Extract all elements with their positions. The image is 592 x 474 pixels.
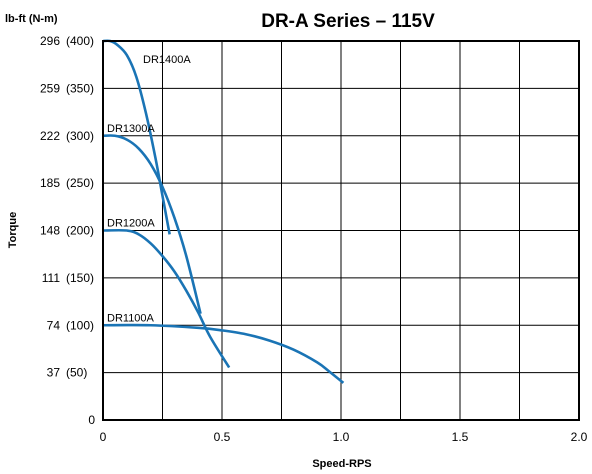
y-tick-label: 185	[40, 176, 60, 190]
y-tick-label-nm: (200)	[66, 224, 94, 238]
series-label-dr1300a: DR1300A	[107, 123, 155, 135]
y-tick-label: 111	[42, 271, 61, 285]
y-tick-label: 74	[47, 318, 61, 332]
y-tick-label: 259	[40, 81, 60, 95]
x-tick-label: 0.5	[214, 430, 231, 444]
y-tick-label: 222	[40, 129, 60, 143]
x-axis-title: Speed-RPS	[312, 458, 371, 470]
series-line-dr1300a	[102, 134, 202, 315]
y-tick-label-nm: (350)	[66, 81, 94, 95]
y-tick-label-nm: (50)	[66, 366, 87, 380]
series-label-dr1200a: DR1200A	[107, 218, 155, 230]
y-tick-label-nm: (100)	[66, 318, 94, 332]
y-tick-label-nm: (300)	[66, 129, 94, 143]
y-unit-label: lb-ft (N-m)	[5, 13, 58, 25]
y-tick-label-nm: (400)	[66, 34, 94, 48]
tick-labels: 0 37 (50) 74 (100) 111 (150) 148 (200) 185 (250) 22…	[40, 34, 588, 444]
y-tick-label: 296	[40, 34, 60, 48]
y-tick-label-nm: (250)	[66, 176, 94, 190]
series-line-dr1100a	[102, 323, 345, 384]
series-curves	[102, 39, 345, 384]
x-tick-label: 1.5	[452, 430, 469, 444]
y-tick-label: 37	[47, 366, 61, 380]
y-tick-label-nm: (150)	[66, 271, 94, 285]
x-tick-label: 0	[100, 430, 107, 444]
plot-frame	[102, 40, 580, 421]
x-tick-label: 1.0	[333, 430, 350, 444]
y-axis-title: Torque	[7, 212, 19, 248]
chart-title: DR-A Series – 115V	[261, 11, 435, 32]
y-tick-label: 148	[40, 224, 60, 238]
series-line-dr1400a	[102, 39, 171, 235]
series-line-dr1200a	[102, 228, 231, 369]
grid-lines	[103, 41, 579, 420]
x-tick-label: 2.0	[571, 430, 588, 444]
y-tick-label: 0	[88, 413, 95, 427]
series-label-dr1100a: DR1100A	[107, 312, 155, 324]
series-labels: DR1400A DR1300A DR1200A DR1100A	[107, 54, 191, 324]
series-label-dr1400a: DR1400A	[143, 54, 191, 66]
